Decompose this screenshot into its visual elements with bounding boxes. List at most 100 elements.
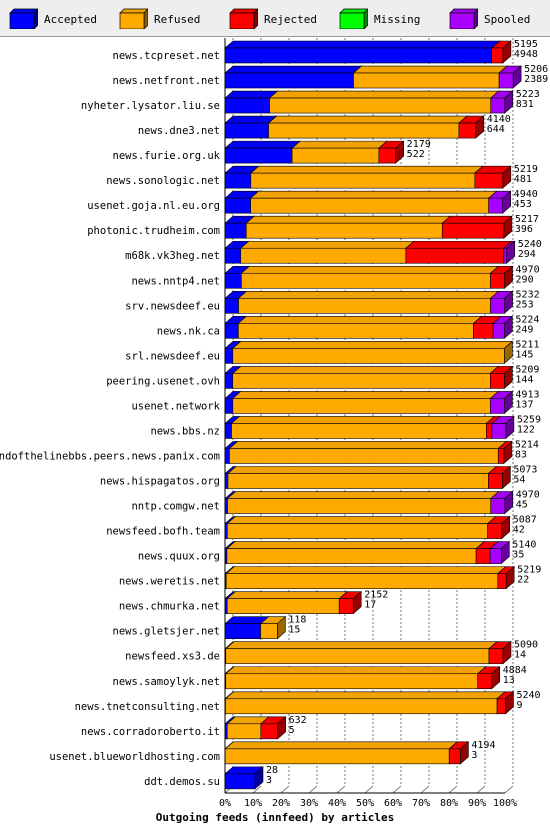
value-accepted: 35 bbox=[512, 550, 524, 561]
bar-refused bbox=[267, 115, 468, 139]
bar-rejected-front bbox=[458, 122, 477, 139]
row-label: newsfeed.xs3.de bbox=[125, 651, 220, 663]
bar-refused bbox=[226, 590, 349, 615]
bar-spooled bbox=[489, 490, 514, 515]
bar-accepted-front bbox=[224, 172, 252, 189]
grid-floor-line bbox=[280, 785, 290, 794]
x-tick-label: 80% bbox=[440, 798, 458, 809]
row-label: usenet.network bbox=[131, 400, 220, 412]
bar-spooled bbox=[489, 540, 511, 565]
value-total: 5219 bbox=[517, 565, 541, 576]
value-total: 2152 bbox=[364, 590, 388, 601]
bar-spooled bbox=[489, 90, 514, 114]
bar-rejected-front bbox=[490, 272, 505, 289]
row-label: endofthelinebbs.peers.news.panix.com bbox=[0, 450, 220, 462]
bar-refused bbox=[231, 340, 514, 365]
bar-refused-top bbox=[231, 341, 514, 349]
x-tick-label: 70% bbox=[412, 798, 430, 809]
bar-rejected bbox=[448, 741, 470, 765]
bar-refused-front bbox=[245, 222, 443, 239]
value-accepted: 3 bbox=[471, 750, 477, 761]
value-total: 5087 bbox=[513, 515, 537, 526]
value-total: 5195 bbox=[514, 39, 538, 50]
row-label: news.sonologic.net bbox=[106, 175, 220, 187]
value-total: 118 bbox=[288, 615, 306, 626]
bar-refused-front bbox=[225, 673, 479, 690]
bar-accepted bbox=[224, 766, 264, 790]
value-accepted: 137 bbox=[515, 399, 533, 410]
bar-refused-top bbox=[231, 366, 500, 374]
value-accepted: 54 bbox=[513, 475, 525, 486]
value-total: 5073 bbox=[513, 465, 537, 476]
bar-refused-front bbox=[225, 698, 498, 715]
bar-accepted-front bbox=[224, 473, 229, 489]
bar-rejected-front bbox=[487, 523, 503, 539]
bar-accepted-front bbox=[224, 47, 492, 64]
bar-refused bbox=[237, 290, 500, 314]
bar-spooled bbox=[489, 290, 514, 314]
row-label: news.samoylyk.net bbox=[113, 676, 220, 688]
bar-spooled bbox=[498, 65, 522, 89]
bar-refused-top bbox=[239, 240, 415, 249]
bar-accepted-front bbox=[224, 197, 251, 214]
value-accepted: 644 bbox=[487, 124, 505, 135]
bar-rejected bbox=[490, 40, 512, 64]
grid-floor-line bbox=[476, 785, 486, 794]
legend-label: Refused bbox=[154, 13, 201, 26]
bar-spooled-front bbox=[489, 548, 502, 564]
value-total: 2179 bbox=[407, 139, 431, 150]
row-label: news.tnetconsulting.net bbox=[75, 701, 220, 713]
legend-swatch-front bbox=[119, 12, 145, 29]
x-tick-label: 0% bbox=[219, 798, 231, 809]
bar-rejected bbox=[496, 565, 515, 590]
value-accepted: 17 bbox=[364, 600, 376, 611]
bar-refused-top bbox=[237, 290, 500, 299]
bar-refused-front bbox=[250, 197, 489, 214]
bar-rejected-front bbox=[474, 172, 504, 189]
row-label: news.dne3.net bbox=[138, 125, 220, 137]
x-tick-label: 100% bbox=[493, 798, 517, 809]
row-label: srl.newsdeef.eu bbox=[125, 350, 220, 362]
bar-refused bbox=[268, 90, 500, 114]
bar-rejected bbox=[458, 115, 485, 139]
bar-rejected bbox=[497, 440, 513, 465]
row-label: newsfeed.bofh.team bbox=[106, 526, 220, 538]
bar-refused-front bbox=[231, 423, 487, 439]
bar-accepted-front bbox=[224, 598, 228, 614]
x-tick-label: 20% bbox=[272, 798, 290, 809]
bar-refused-top bbox=[226, 516, 497, 524]
bar-refused bbox=[249, 190, 498, 214]
bar-spooled-front bbox=[491, 423, 507, 439]
row-label: srv.newsdeef.eu bbox=[125, 300, 220, 312]
legend-swatch-front bbox=[449, 12, 475, 29]
bar-accepted-front bbox=[224, 348, 234, 364]
value-total: 5259 bbox=[517, 414, 541, 425]
value-total: 5140 bbox=[512, 540, 536, 551]
bar-refused bbox=[245, 215, 452, 239]
x-tick-label: 50% bbox=[356, 798, 374, 809]
bar-rejected bbox=[405, 240, 513, 264]
chart-title: Outgoing feeds (innfeed) by articles bbox=[156, 811, 394, 824]
bar-refused bbox=[240, 265, 500, 289]
bar-rejected-front bbox=[490, 373, 505, 389]
value-accepted: 5 bbox=[289, 725, 295, 736]
bar-rejected-front bbox=[260, 723, 278, 740]
grid-floor-line bbox=[336, 785, 346, 794]
bar-accepted bbox=[224, 40, 501, 64]
row-label: news.furie.org.uk bbox=[113, 150, 221, 162]
bar-accepted-top bbox=[224, 140, 301, 149]
bar-accepted-front bbox=[224, 423, 232, 439]
row-label: news.corradoroberto.it bbox=[81, 726, 220, 738]
x-tick-label: 60% bbox=[384, 798, 402, 809]
bar-rejected-front bbox=[496, 698, 506, 715]
row-label: m68k.vk3heg.net bbox=[125, 250, 220, 262]
value-accepted: 14 bbox=[514, 650, 526, 661]
value-total: 5223 bbox=[516, 89, 540, 100]
value-accepted: 831 bbox=[516, 99, 534, 110]
value-total: 5206 bbox=[524, 64, 548, 75]
bar-refused-front bbox=[268, 122, 460, 139]
value-total: 5240 bbox=[516, 690, 540, 701]
value-accepted: 249 bbox=[515, 324, 533, 335]
row-label: news.netfront.net bbox=[113, 75, 220, 87]
